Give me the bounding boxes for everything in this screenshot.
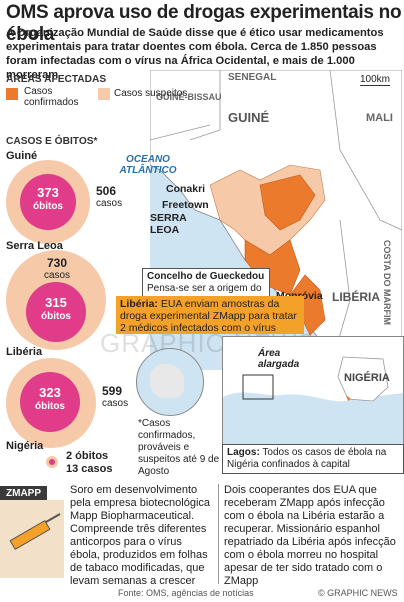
- confirmed-region-guinea: [259, 174, 316, 231]
- deaths-sierra-leone: 315: [45, 295, 67, 310]
- cases-heading: CASOS E ÓBITOS*: [6, 136, 98, 147]
- map-svg: [150, 70, 402, 370]
- legend-suspected-label: Casos suspeitos: [114, 88, 188, 99]
- credit: © GRAPHIC NEWS: [318, 588, 398, 598]
- liberia-note: Libéria: EUA enviam amostras da droga ex…: [116, 296, 304, 334]
- deaths-label-liberia: óbitos: [35, 401, 65, 412]
- legend-suspected-swatch: [98, 88, 110, 100]
- footnote: *Casos confirmados, prováveis e suspeito…: [138, 418, 220, 477]
- deaths-circle-sierra-leone: [26, 282, 86, 342]
- inset-map: [222, 336, 404, 446]
- deaths-circle-liberia: [20, 372, 80, 432]
- cases-label-liberia: casos: [102, 398, 129, 409]
- zmapp-label: ZMAPP: [0, 486, 47, 501]
- liberia-note-label: Libéria:: [120, 298, 158, 310]
- gueckedou-title: Concelho de Gueckedou: [147, 271, 265, 282]
- map-label-freetown: Freetown: [162, 199, 209, 211]
- map-label-sierra-leone: SERRA LEOA: [150, 212, 187, 236]
- liberia-note-text: EUA enviam amostras da droga experimenta…: [120, 298, 297, 334]
- deaths-guinea: 373: [37, 185, 59, 200]
- zmapp-left-text: Soro em desenvolvimento pela empresa bio…: [70, 484, 211, 587]
- inset-area-label: Área alargada: [258, 348, 300, 370]
- cases-sierra-leone: 730: [46, 256, 68, 270]
- deaths-liberia: 323: [39, 385, 61, 400]
- legend-confirmed-label: Casos confirmados: [24, 86, 79, 108]
- legend-heading: ÁREAS AFECTADAS: [6, 74, 107, 85]
- country-name-sierra-leone: Serra Leoa: [6, 240, 63, 252]
- inset-nigeria-label: NIGÉRIA: [344, 372, 390, 384]
- map-label-ivory-coast: COSTA DO MARFIM: [382, 240, 392, 325]
- map-label-guinea: GUINÉ: [228, 110, 270, 125]
- cases-liberia: 599: [102, 384, 123, 398]
- lagos-label: Lagos:: [227, 447, 260, 458]
- map-label-ocean: OCEANO ATLÂNTICO: [119, 154, 177, 176]
- map-label-conakry: Conakri: [166, 183, 206, 195]
- country-name-liberia: Libéria: [6, 346, 43, 358]
- map-label-liberia: LIBÉRIA: [332, 290, 380, 304]
- deaths-label-guinea: óbitos: [33, 201, 63, 212]
- globe-land: [150, 364, 184, 398]
- map-label-guinea-bissau: GUINÉ-BISSAU: [156, 92, 222, 102]
- country-name-nigeria: Nigéria: [6, 440, 44, 452]
- deaths-label-sierra-leone: óbitos: [41, 311, 71, 322]
- deaths-nigeria: 2 óbitos: [66, 450, 109, 462]
- deaths-circle-nigeria: [49, 459, 55, 465]
- deaths-circle-guinea: [20, 174, 76, 230]
- country-name-guinea: Guiné: [6, 150, 38, 162]
- cases-label-guinea: casos: [96, 198, 123, 209]
- zmapp-right-text: Dois cooperantes dos EUA que receberam Z…: [224, 484, 396, 587]
- page-title: OMS aprova uso de drogas experimentais n…: [6, 2, 402, 45]
- west-africa-map: [150, 70, 402, 370]
- map-label-senegal: SENEGAL: [228, 72, 277, 83]
- source: Fonte: OMS, agências de notícias: [118, 588, 254, 598]
- divider: [218, 484, 219, 584]
- confirmed-region-sierra-leone: [244, 239, 301, 296]
- map-label-mali: MALI: [366, 112, 393, 124]
- cases-label-sierra-leone: casos: [43, 270, 71, 281]
- intro-text: A Organização Mundial de Saúde disse que…: [6, 27, 384, 81]
- syringe-icon: [0, 500, 64, 578]
- legend-confirmed-swatch: [6, 88, 18, 100]
- lagos-callout: Lagos: Todos os casos de ébola na Nigéri…: [222, 444, 404, 474]
- lagos-text: Todos os casos de ébola na Nigéria confi…: [227, 447, 387, 470]
- map-scale: 100km: [360, 74, 391, 86]
- cases-nigeria: 13 casos: [66, 463, 113, 475]
- cases-guinea: 506: [96, 184, 117, 198]
